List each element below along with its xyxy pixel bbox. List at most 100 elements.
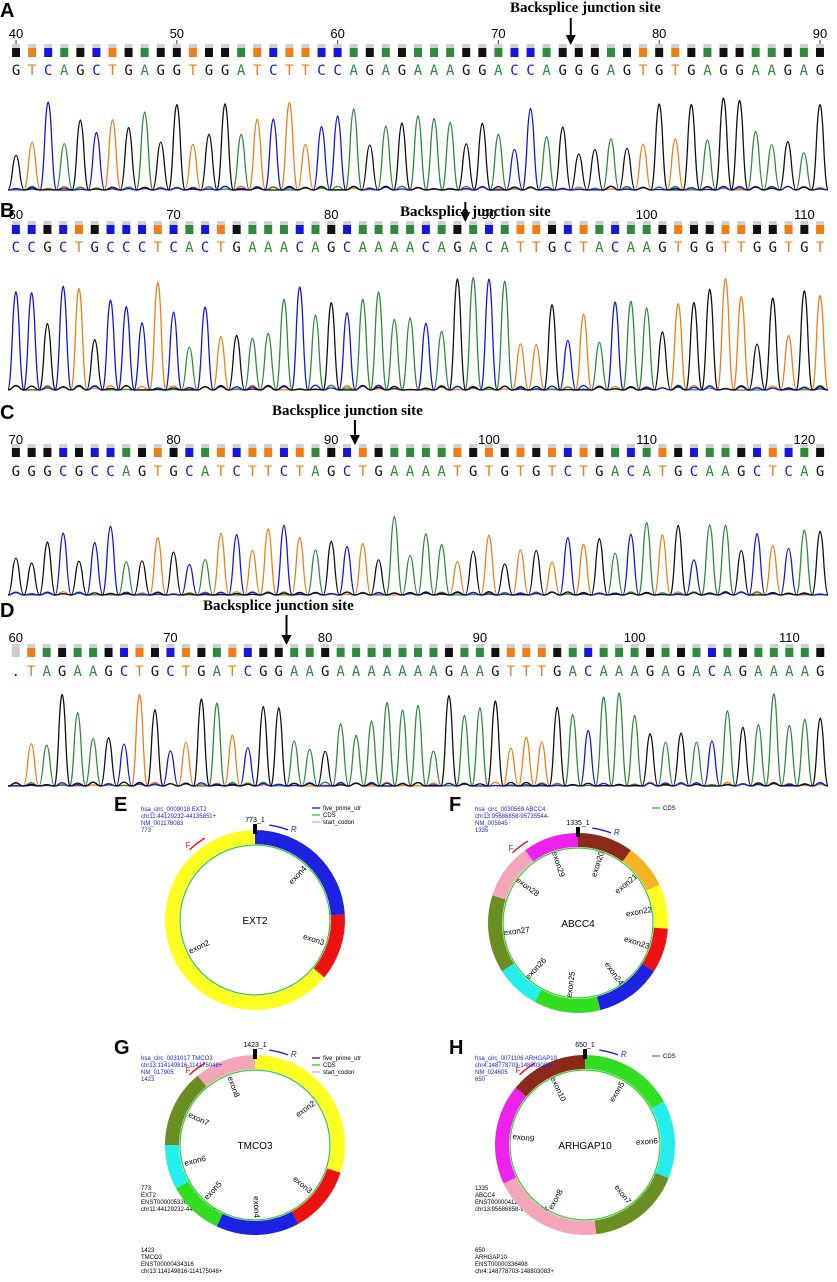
exon-segment bbox=[596, 963, 654, 1011]
quality-bar-top bbox=[197, 644, 206, 648]
primer-f-label: F bbox=[186, 841, 191, 850]
quality-bar bbox=[542, 48, 551, 57]
quality-bar-top bbox=[301, 44, 310, 48]
tick-label: 100 bbox=[636, 207, 658, 222]
base-letter: C bbox=[317, 63, 325, 79]
quality-bar bbox=[327, 225, 336, 234]
quality-bar-top bbox=[563, 444, 572, 448]
footer-line: chr11:44129232-44135851+ bbox=[141, 1207, 217, 1213]
quality-bar bbox=[590, 48, 599, 57]
tick-label: 110 bbox=[779, 630, 800, 645]
quality-bar-top bbox=[639, 44, 648, 48]
trace-G bbox=[7, 693, 829, 787]
base-letter: G bbox=[706, 240, 714, 256]
quality-bar bbox=[784, 448, 793, 457]
quality-bar bbox=[444, 648, 453, 657]
base-letter: A bbox=[607, 63, 616, 79]
base-letter: A bbox=[800, 63, 809, 79]
base-letter: A bbox=[800, 464, 809, 480]
base-letter: G bbox=[816, 464, 824, 480]
footer-line: 650 bbox=[475, 1248, 486, 1254]
base-letter: G bbox=[58, 664, 66, 680]
quality-bar-top bbox=[188, 44, 197, 48]
base-letter: A bbox=[406, 240, 415, 256]
quality-bar-top bbox=[623, 44, 632, 48]
exon-label: exon4 bbox=[252, 1196, 262, 1219]
base-letter: A bbox=[248, 240, 257, 256]
quality-bar bbox=[462, 48, 471, 57]
base-letter: C bbox=[106, 240, 114, 256]
quality-bar-top bbox=[58, 644, 67, 648]
quality-bar-top bbox=[703, 44, 712, 48]
quality-bar-top bbox=[421, 221, 430, 225]
quality-bar bbox=[799, 48, 808, 57]
panel-letter-g: G bbox=[114, 1037, 130, 1059]
exon-label: exon8 bbox=[546, 1187, 565, 1211]
base-letter: C bbox=[485, 240, 493, 256]
quality-bar-top bbox=[553, 644, 562, 648]
header-line: NM_017905 bbox=[141, 1070, 174, 1076]
quality-bar bbox=[321, 648, 330, 657]
quality-bar bbox=[642, 225, 651, 234]
trace-A bbox=[7, 515, 829, 596]
quality-bar-top bbox=[59, 444, 68, 448]
tick-label: 100 bbox=[624, 630, 646, 645]
quality-bar bbox=[327, 448, 336, 457]
base-letter: G bbox=[157, 63, 165, 79]
quality-bar bbox=[204, 48, 213, 57]
quality-bar bbox=[611, 448, 620, 457]
primer-f-label: F bbox=[516, 1066, 521, 1075]
tick-label: 110 bbox=[636, 432, 657, 447]
cds-ring bbox=[509, 1069, 661, 1221]
exon-label: exon5 bbox=[202, 1179, 224, 1201]
quality-bar bbox=[769, 648, 778, 657]
exon-segment bbox=[165, 1075, 207, 1145]
base-letter: G bbox=[658, 240, 666, 256]
quality-bar bbox=[677, 648, 686, 657]
exon-label: exon2 bbox=[294, 1099, 317, 1119]
base-letter: A bbox=[390, 240, 399, 256]
quality-bar-top bbox=[783, 44, 792, 48]
quality-bar-top bbox=[349, 44, 358, 48]
quality-bar-top bbox=[243, 644, 252, 648]
quality-bar bbox=[510, 48, 519, 57]
tick-label: 110 bbox=[794, 207, 815, 222]
exon-label: exon8 bbox=[226, 1075, 242, 1099]
quality-bar bbox=[475, 648, 484, 657]
quality-bar-top bbox=[784, 221, 793, 225]
quality-bar bbox=[719, 48, 728, 57]
exon-segment bbox=[646, 884, 668, 929]
base-letter: C bbox=[343, 464, 351, 480]
quality-bar bbox=[305, 648, 314, 657]
footer-line: ENST00000434316 bbox=[141, 1262, 194, 1268]
quality-bar bbox=[197, 648, 206, 657]
header-line: 1423 bbox=[141, 1077, 155, 1083]
quality-bar bbox=[783, 48, 792, 57]
quality-bar bbox=[374, 448, 383, 457]
base-letter: G bbox=[462, 63, 470, 79]
base-letter: G bbox=[173, 63, 181, 79]
quality-bar bbox=[421, 448, 430, 457]
quality-bar bbox=[188, 48, 197, 57]
base-letter: G bbox=[548, 240, 556, 256]
base-letter: C bbox=[92, 63, 100, 79]
header-line: hsa_circ_0031017 TMCO3 bbox=[141, 1056, 213, 1062]
base-letter: A bbox=[290, 664, 299, 680]
base-letter: A bbox=[460, 664, 469, 680]
exon-segment bbox=[197, 1055, 255, 1087]
quality-bar bbox=[526, 48, 535, 57]
primer-f-label: F bbox=[509, 844, 514, 853]
base-letter: A bbox=[122, 464, 131, 480]
exon-segment bbox=[578, 833, 631, 862]
quality-bar-top bbox=[721, 444, 730, 448]
quality-bar-top bbox=[800, 644, 809, 648]
quality-bar-top bbox=[122, 444, 131, 448]
quality-bar bbox=[169, 448, 178, 457]
base-letter: G bbox=[469, 464, 477, 480]
quality-bar-top bbox=[122, 221, 131, 225]
quality-bar bbox=[89, 648, 98, 657]
exon-segment bbox=[502, 963, 542, 1002]
base-letter: C bbox=[122, 240, 130, 256]
base-letter: A bbox=[595, 240, 604, 256]
quality-bar bbox=[406, 225, 415, 234]
